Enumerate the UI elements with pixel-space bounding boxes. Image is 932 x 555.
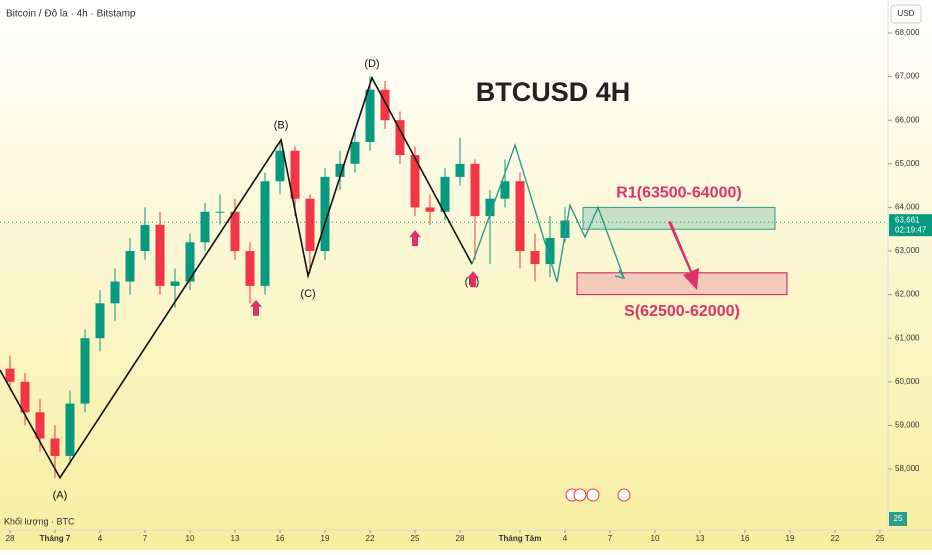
- x-tick-label: 19: [321, 534, 330, 543]
- current-price-box: [889, 214, 932, 237]
- y-tick-label: 61,000: [895, 333, 920, 342]
- candle-body: [560, 220, 570, 238]
- candle-body: [170, 281, 180, 286]
- candle-body: [200, 211, 210, 243]
- candle-body: [545, 237, 555, 265]
- candle-body: [35, 412, 45, 439]
- resistance-label: R1(63500-64000): [616, 185, 741, 202]
- x-tick-label: 25: [876, 534, 885, 543]
- x-tick-label: 28: [456, 534, 465, 543]
- candle-body: [410, 155, 420, 208]
- candle-body: [335, 163, 345, 177]
- y-tick-label: 58,000: [895, 464, 920, 473]
- x-tick-label: 7: [608, 534, 613, 543]
- support-label: S(62500-62000): [624, 303, 740, 320]
- volume-label: Khối lượng · BTC: [4, 516, 75, 526]
- symbol-title: Bitcoin / Đô la · 4h · Bitstamp: [6, 9, 136, 20]
- support-zone: [576, 272, 788, 296]
- resistance-zone: [582, 206, 776, 230]
- candle-body: [350, 142, 360, 164]
- candle-body: [95, 303, 105, 339]
- candle-body: [470, 163, 480, 217]
- up-marker: [250, 299, 263, 316]
- candle-body: [515, 181, 525, 252]
- candle-body: [365, 89, 375, 143]
- x-tick-label: 4: [563, 534, 568, 543]
- projection-line: [471, 142, 625, 283]
- volume-badge: 25: [894, 514, 903, 523]
- currency-box: [890, 4, 922, 24]
- candle-body: [440, 176, 450, 212]
- y-tick-label: 65,000: [895, 159, 920, 168]
- candle-body: [290, 150, 300, 199]
- y-tick-label: 64,000: [895, 203, 920, 212]
- candle-body: [80, 338, 90, 404]
- x-tick-label: 13: [231, 534, 240, 543]
- projection-arrowhead: [614, 269, 626, 280]
- x-tick-label: 4: [98, 534, 103, 543]
- candle-body: [395, 120, 405, 156]
- headline: BTCUSD 4H: [476, 77, 631, 107]
- x-tick-label: Tháng Tám: [499, 534, 542, 543]
- x-tick-label: 13: [696, 534, 705, 543]
- wave-label: (C): [300, 288, 315, 300]
- wave-line: [0, 75, 473, 480]
- candle-body: [215, 211, 225, 213]
- candle-body: [455, 163, 465, 177]
- x-tick-label: 22: [366, 534, 375, 543]
- candle-body: [20, 381, 30, 413]
- x-tick-label: 22: [831, 534, 840, 543]
- y-tick-label: 60,000: [895, 377, 920, 386]
- event-icons: [565, 488, 631, 502]
- x-tick-label: 19: [786, 534, 795, 543]
- candle-body: [245, 251, 255, 286]
- y-tick-label: 59,000: [895, 421, 920, 430]
- candle-body: [50, 438, 60, 456]
- candle-body: [65, 403, 75, 456]
- candle-body: [185, 242, 195, 282]
- up-marker: [409, 230, 422, 247]
- candle-body: [485, 198, 495, 217]
- x-tick-label: 16: [741, 534, 750, 543]
- x-tick-label: 25: [411, 534, 420, 543]
- candle-body: [260, 181, 270, 286]
- wave-label: (B): [274, 120, 289, 132]
- wave-label: (D): [364, 58, 379, 70]
- forecast-arrow: [668, 221, 699, 290]
- x-tick-label: 7: [143, 534, 148, 543]
- candle-body: [380, 89, 390, 121]
- y-tick-label: 67,000: [895, 72, 920, 81]
- x-tick-label: Tháng 7: [40, 534, 71, 543]
- candle-body: [5, 368, 15, 382]
- y-tick-label: 66,000: [895, 115, 920, 124]
- candle-body: [125, 251, 135, 282]
- candle-body: [140, 224, 150, 252]
- candle-body: [230, 211, 240, 252]
- candle-body: [425, 207, 435, 212]
- candle-body: [320, 176, 330, 252]
- x-tick-label: 16: [276, 534, 285, 543]
- x-tick-label: 10: [186, 534, 195, 543]
- x-tick-label: 28: [6, 534, 15, 543]
- candle-body: [500, 181, 510, 199]
- y-tick-label: 68,000: [895, 28, 920, 37]
- current-price: 63,661: [895, 215, 920, 224]
- volume-badge-box: [889, 512, 907, 526]
- x-tick-label: 10: [651, 534, 660, 543]
- candle-body: [155, 224, 165, 286]
- currency: USD: [898, 9, 915, 18]
- candle-body: [530, 251, 540, 265]
- countdown: 02:19:47: [895, 225, 927, 234]
- y-tick-label: 62,000: [895, 290, 920, 299]
- wave-label: (A): [53, 490, 68, 502]
- candle-body: [275, 150, 285, 182]
- candle-body: [110, 281, 120, 304]
- candle-body: [305, 198, 315, 252]
- y-tick-label: 63,000: [895, 246, 920, 255]
- up-marker: [467, 271, 480, 288]
